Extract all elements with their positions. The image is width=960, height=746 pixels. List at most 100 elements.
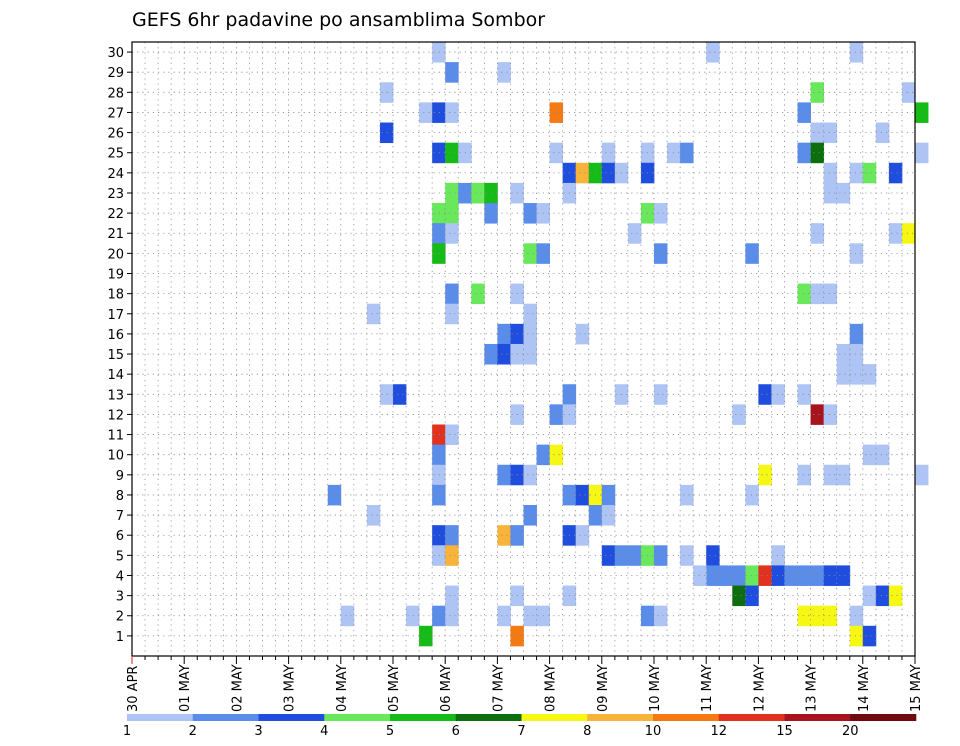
data-cell xyxy=(745,585,759,607)
y-tick-label: 26 xyxy=(107,127,124,142)
data-cell xyxy=(654,243,668,264)
data-cell xyxy=(575,525,590,546)
data-cell xyxy=(497,464,511,486)
legend-swatch xyxy=(192,714,259,721)
x-tick-label: 02 MAY xyxy=(230,664,245,712)
data-cell xyxy=(523,323,537,345)
data-cell xyxy=(823,162,838,184)
data-cell xyxy=(875,122,890,144)
data-cell xyxy=(849,364,864,385)
data-cell xyxy=(758,565,772,586)
legend-swatch xyxy=(521,714,588,721)
data-cell xyxy=(836,464,851,486)
data-cell xyxy=(888,585,903,607)
data-cell xyxy=(549,404,564,425)
data-cell xyxy=(823,182,838,204)
data-cell xyxy=(771,384,785,405)
data-cell xyxy=(836,364,851,385)
y-tick-label: 4 xyxy=(116,569,124,584)
legend-label: 3 xyxy=(254,724,262,739)
data-cell xyxy=(523,203,537,224)
legend-swatch xyxy=(587,714,654,721)
data-cell xyxy=(445,283,459,305)
data-cell xyxy=(836,182,851,204)
data-cell xyxy=(445,203,459,224)
data-cell xyxy=(366,303,381,325)
y-tick-label: 14 xyxy=(107,368,124,383)
data-cell xyxy=(523,464,537,486)
data-cell xyxy=(745,565,759,586)
legend-label: 5 xyxy=(386,724,394,739)
data-cell xyxy=(549,142,564,164)
data-cell xyxy=(888,223,903,244)
data-cell xyxy=(862,585,877,607)
legend-label: 10 xyxy=(645,724,662,739)
data-cell xyxy=(549,444,564,466)
x-tick-label: 10 MAY xyxy=(648,664,663,712)
data-cell xyxy=(862,364,877,385)
x-tick-label: 04 MAY xyxy=(335,664,350,712)
data-cell xyxy=(823,464,838,486)
y-tick-label: 13 xyxy=(107,388,124,403)
data-cell xyxy=(862,625,877,647)
data-cell xyxy=(836,343,851,365)
data-cell xyxy=(797,384,811,405)
data-cell xyxy=(601,545,616,566)
data-cell xyxy=(497,605,511,627)
data-cell xyxy=(654,605,668,627)
data-cell xyxy=(888,162,903,184)
y-tick-label: 30 xyxy=(107,46,124,61)
legend-swatch xyxy=(850,714,917,721)
data-cell xyxy=(745,484,759,506)
data-cell xyxy=(810,142,825,164)
legend-label: 2 xyxy=(189,724,197,739)
x-tick-label: 30 APR xyxy=(126,666,141,712)
data-cell xyxy=(810,565,825,586)
x-tick-label: 15 MAY xyxy=(909,664,924,712)
legend-swatch xyxy=(324,714,391,721)
x-tick-label: 13 MAY xyxy=(805,664,820,712)
data-cell xyxy=(340,605,355,627)
x-tick-label: 09 MAY xyxy=(596,664,611,712)
legend-label: 12 xyxy=(710,724,727,739)
data-cell xyxy=(732,404,746,425)
data-cell xyxy=(654,384,668,405)
legend-swatch xyxy=(784,714,851,721)
data-cell xyxy=(901,223,916,244)
data-cell xyxy=(575,162,590,184)
data-cell xyxy=(445,62,459,83)
data-cell xyxy=(445,605,459,627)
data-cell xyxy=(875,585,890,607)
data-cell xyxy=(810,283,825,305)
data-cell xyxy=(549,102,564,123)
data-cell xyxy=(523,303,537,325)
data-cell xyxy=(379,122,394,144)
x-tick-label: 14 MAY xyxy=(857,664,872,712)
y-tick-label: 6 xyxy=(116,529,124,544)
data-cell xyxy=(601,142,616,164)
data-cell xyxy=(810,223,825,244)
data-cell xyxy=(523,505,537,526)
data-cell xyxy=(849,323,864,345)
data-cell xyxy=(810,605,825,627)
data-cell xyxy=(393,384,407,405)
y-tick-label: 11 xyxy=(107,429,124,444)
x-tick-label: 03 MAY xyxy=(283,664,298,712)
data-cell xyxy=(471,182,485,204)
data-cell xyxy=(654,203,668,224)
y-tick-label: 27 xyxy=(107,106,124,121)
y-tick-label: 24 xyxy=(107,167,124,182)
legend-swatch xyxy=(653,714,720,721)
data-cell xyxy=(445,142,459,164)
data-cell xyxy=(849,605,864,627)
legend-label: 7 xyxy=(517,724,525,739)
data-cell xyxy=(758,384,772,405)
data-cell xyxy=(601,162,616,184)
data-cell xyxy=(379,82,394,103)
data-cell xyxy=(627,545,642,566)
data-cell xyxy=(445,545,459,566)
data-cell xyxy=(706,545,720,566)
data-cell xyxy=(771,565,785,586)
legend-swatch xyxy=(390,714,457,721)
